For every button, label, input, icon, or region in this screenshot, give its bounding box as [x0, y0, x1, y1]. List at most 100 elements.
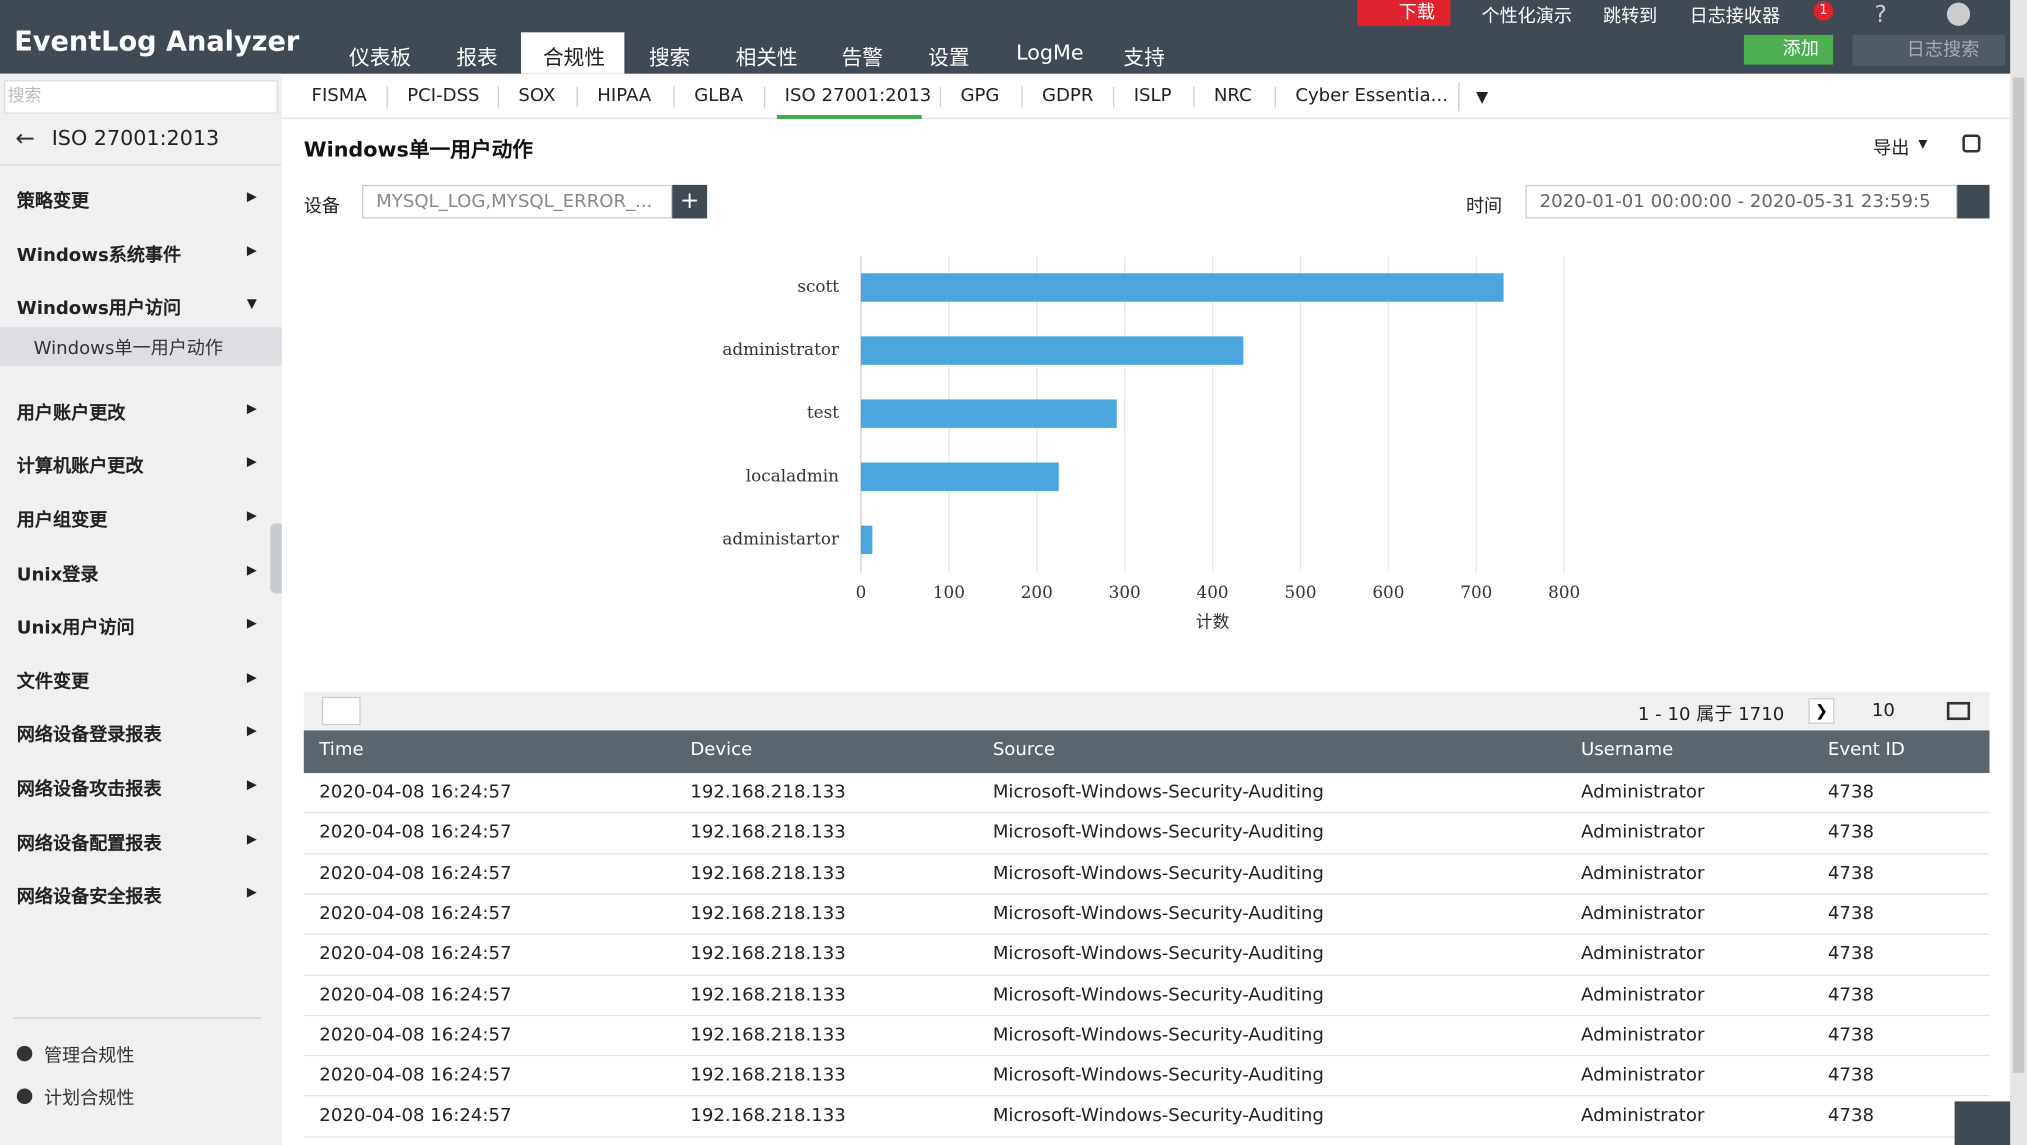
nav-item[interactable]: 报表	[456, 45, 498, 70]
sidebar-caret: ▶	[246, 724, 257, 739]
sidebar-item[interactable]: Windows系统事件	[16, 245, 182, 266]
table-cell: 4738	[1827, 984, 1874, 1006]
sidebar-footer-link[interactable]: 管理合规性	[43, 1045, 135, 1067]
sidebar-caret: ▶	[246, 778, 257, 793]
table-cell: Administrator	[1581, 1065, 1705, 1087]
sidebar-item[interactable]: 网络设备安全报表	[16, 887, 162, 908]
sidebar-search[interactable]: 搜索	[3, 80, 278, 114]
log-search[interactable]: 日志搜索	[1852, 34, 2006, 66]
tab[interactable]: Cyber Essentia...	[1295, 85, 1448, 107]
tab-separator	[939, 86, 942, 108]
tab[interactable]: FISMA	[311, 85, 367, 107]
table-cell: Microsoft-Windows-Security-Auditing	[992, 863, 1324, 884]
column-chooser[interactable]	[1946, 701, 1971, 721]
column-header[interactable]: Source	[992, 739, 1055, 761]
nav-item[interactable]: 搜索	[648, 45, 691, 70]
time-input[interactable]: 2020-01-01 00:00:00 - 2020-05-31 23:59:5	[1525, 184, 1958, 219]
sidebar-caret: ▶	[246, 455, 257, 470]
table-cell: 192.168.218.133	[690, 1065, 846, 1087]
sidebar-caret: ▶	[246, 243, 257, 259]
table-cell: 4738	[1827, 1105, 1874, 1127]
device-label: 设备	[303, 196, 340, 218]
sidebar-item[interactable]: 网络设备登录报表	[16, 725, 162, 747]
x-tick-label: 0	[856, 582, 867, 602]
table-cell: 4738	[1827, 822, 1874, 844]
sidebar-item[interactable]: 文件变更	[16, 671, 90, 693]
tab[interactable]: GPG	[960, 85, 1000, 107]
tab[interactable]: ISO 27001:2013	[784, 85, 932, 107]
sidebar-caret: ▶	[246, 670, 257, 685]
settings-icon[interactable]	[1962, 134, 1981, 153]
nav-item[interactable]: 支持	[1123, 45, 1165, 70]
top-link[interactable]: 跳转到	[1602, 6, 1658, 28]
nav-item[interactable]: LogMe	[1016, 40, 1084, 65]
help-icon[interactable]: ?	[1874, 1, 1887, 29]
tab[interactable]: PCI-DSS	[407, 85, 480, 107]
sidebar-collapse[interactable]	[270, 523, 282, 594]
export-caret: ▼	[1918, 138, 1928, 152]
nav-item[interactable]: 合规性	[542, 45, 606, 70]
tab[interactable]: SOX	[518, 85, 556, 107]
sidebar-item[interactable]: 用户组变更	[16, 510, 108, 532]
sidebar-caret: ▶	[246, 190, 257, 205]
sidebar-item[interactable]: 用户账户更改	[16, 403, 126, 424]
grid-view-button[interactable]	[321, 696, 361, 726]
table-cell: 4738	[1827, 943, 1874, 965]
column-header[interactable]: Username	[1581, 739, 1674, 761]
tab-bar-rule	[281, 117, 2011, 119]
column-header[interactable]: Time	[319, 739, 364, 761]
tab-more[interactable]: ▼	[1458, 82, 1505, 112]
top-link[interactable]: 个性化演示	[1481, 6, 1572, 28]
sidebar-item[interactable]: Windows用户访问	[16, 298, 182, 320]
table-toolbar	[303, 691, 1990, 731]
user-icon[interactable]	[1946, 2, 1971, 26]
sidebar-item[interactable]: 计算机账户更改	[16, 456, 144, 478]
device-input[interactable]: MYSQL_LOG,MYSQL_ERROR_...	[361, 184, 673, 219]
device-add[interactable]: +	[672, 184, 708, 219]
tab-separator	[1113, 86, 1115, 108]
list-view-button[interactable]	[363, 697, 402, 725]
nav-item[interactable]: 告警	[841, 45, 883, 70]
table-cell: 192.168.218.133	[690, 1105, 846, 1127]
nav-item[interactable]: 仪表板	[349, 45, 412, 70]
top-link[interactable]: 日志接收器	[1689, 6, 1781, 28]
y-tick-label: test	[807, 402, 839, 422]
tab[interactable]: HIPAA	[597, 85, 652, 107]
table-cell: Microsoft-Windows-Security-Auditing	[992, 782, 1324, 803]
tab[interactable]: GDPR	[1041, 85, 1094, 107]
column-header[interactable]: Device	[690, 739, 753, 761]
add-button[interactable]: 添加	[1743, 34, 1834, 65]
table-cell: 192.168.218.133	[690, 863, 846, 884]
table-cell: 2020-04-08 16:24:57	[319, 822, 512, 844]
column-header[interactable]: Event ID	[1827, 739, 1905, 761]
nav-item[interactable]: 设置	[928, 45, 970, 70]
table-cell: 192.168.218.133	[690, 782, 846, 803]
tab[interactable]: NRC	[1213, 85, 1252, 107]
nav-item[interactable]: 相关性	[735, 45, 798, 70]
tab[interactable]: GLBA	[694, 85, 744, 107]
table-cell: Administrator	[1581, 903, 1705, 925]
table-cell: Administrator	[1581, 984, 1705, 1006]
calendar-button[interactable]	[1957, 184, 1990, 219]
sidebar-item[interactable]: Unix用户访问	[16, 618, 135, 639]
table-cell: Microsoft-Windows-Security-Auditing	[992, 984, 1324, 1006]
sidebar-item[interactable]: 网络设备攻击报表	[16, 779, 162, 801]
sidebar-item[interactable]: Unix登录	[16, 564, 99, 586]
footer-icon	[16, 1045, 33, 1062]
export-button[interactable]: 导出	[1873, 138, 1910, 160]
row-border	[303, 1135, 1990, 1138]
page-size[interactable]: 10	[1871, 700, 1895, 722]
report-title: Windows单一用户动作	[303, 137, 533, 162]
sidebar-item[interactable]: 网络设备配置报表	[16, 833, 162, 854]
sidebar-footer-link[interactable]: 计划合规性	[43, 1088, 135, 1110]
back-arrow[interactable]: ←	[15, 125, 36, 153]
chat-button[interactable]	[1954, 1101, 2011, 1145]
next-page[interactable]: ❯	[1808, 698, 1835, 724]
sidebar-subitem[interactable]: Windows单一用户动作	[33, 338, 223, 360]
pagination: 1 - 10 属于 1710	[1637, 704, 1785, 726]
tab[interactable]: ISLP	[1133, 85, 1172, 107]
download-button[interactable]: 下载	[1357, 0, 1451, 26]
row-border	[303, 812, 1990, 814]
sidebar-item[interactable]: 策略变更	[16, 191, 90, 213]
row-border	[303, 974, 1990, 976]
